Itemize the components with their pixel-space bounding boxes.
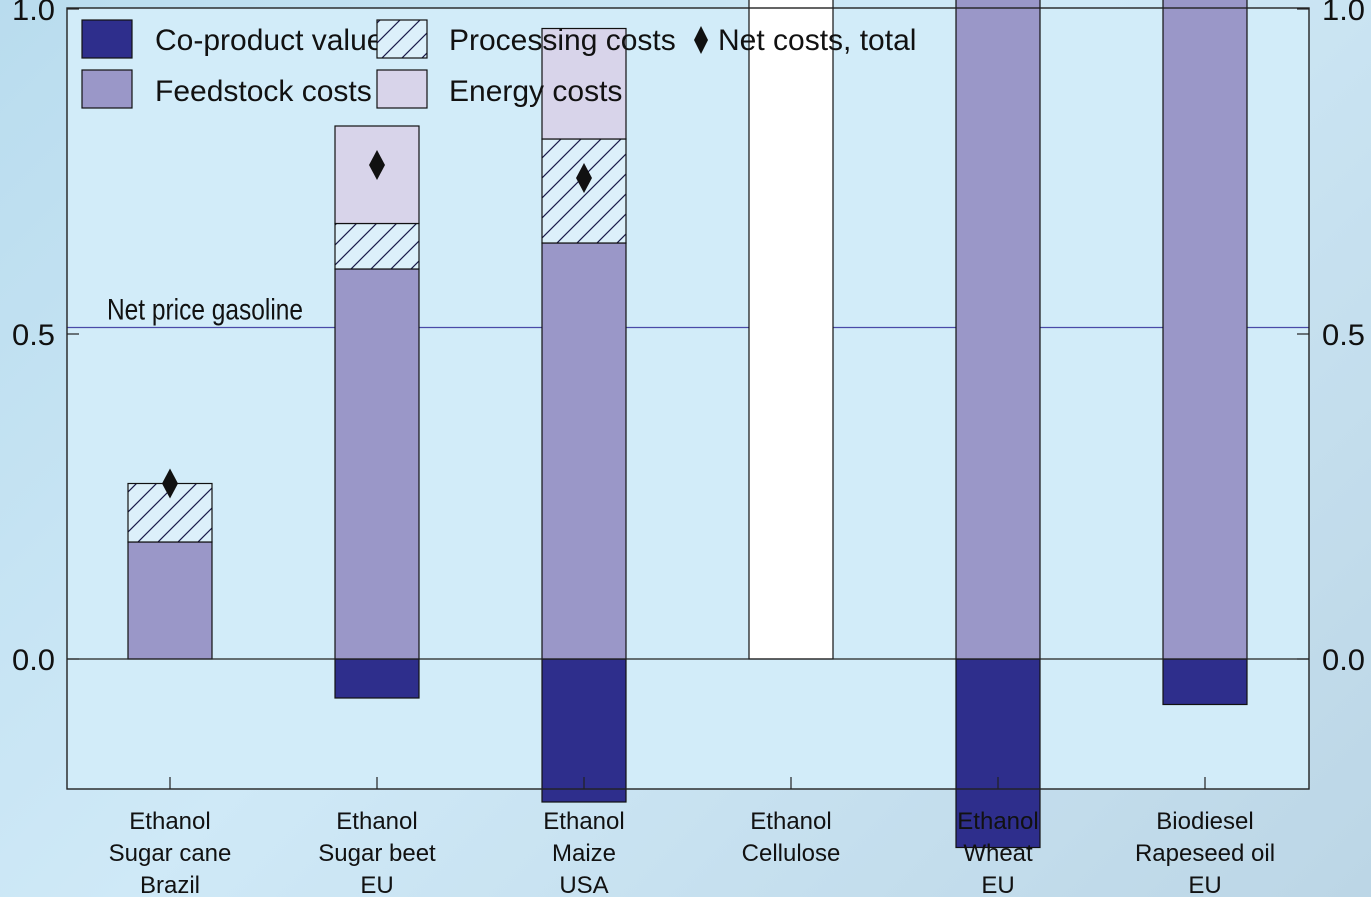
plot-frame	[66, 7, 1310, 790]
x-tick-label: Cellulose	[742, 840, 841, 867]
x-tick-label: EU	[1188, 872, 1221, 897]
y-tick-label-right: 0.5	[1322, 319, 1365, 352]
legend-label: Feedstock costs	[155, 75, 372, 108]
x-tick-label: Rapeseed oil	[1135, 840, 1275, 867]
bar-feedstock	[955, 0, 1041, 660]
plot-area	[67, 8, 1309, 789]
bar-feedstock	[334, 268, 420, 660]
legend-label: Net costs, total	[718, 24, 916, 57]
bar-energy	[541, 27, 627, 140]
bar-feedstock	[541, 242, 627, 660]
y-tick-label-left: 0.0	[12, 644, 55, 677]
x-tick-label: EU	[360, 872, 393, 897]
x-tick-label: Ethanol	[750, 808, 831, 835]
bar-co-product-value	[955, 658, 1041, 849]
bar-feedstock	[1162, 0, 1248, 660]
x-tick-label: Brazil	[140, 872, 200, 897]
x-tick-label: Maize	[552, 840, 616, 867]
x-tick-label: Wheat	[963, 840, 1033, 867]
y-tick-label-right: 0.0	[1322, 644, 1365, 677]
x-tick-label: Sugar beet	[318, 840, 436, 867]
net-cost-marker	[162, 468, 178, 499]
legend-swatch-co-product	[81, 19, 133, 59]
legend-marker-net-costs	[694, 26, 708, 54]
y-tick-label-left: 1.0	[12, 0, 55, 27]
bar-feedstock	[127, 541, 213, 660]
x-tick-label: Ethanol	[543, 808, 624, 835]
x-tick-label: Biodiesel	[1156, 808, 1253, 835]
net-cost-marker	[369, 150, 385, 180]
bar-processing	[334, 222, 420, 270]
bar-co-product-value	[334, 658, 420, 699]
reference-line-label: Net price gasoline	[107, 294, 303, 327]
x-tick-label: USA	[559, 872, 608, 897]
legend-label: Processing costs	[449, 24, 676, 57]
x-tick-label: Ethanol	[957, 808, 1038, 835]
y-tick-label-left: 0.5	[12, 319, 55, 352]
legend-swatch-processing	[376, 19, 428, 59]
bar-cellulose-total	[748, 0, 834, 660]
x-tick-label: EU	[981, 872, 1014, 897]
y-tick-label-right: 1.0	[1322, 0, 1365, 27]
legend-swatch-energy	[376, 69, 428, 109]
legend-label: Energy costs	[449, 75, 622, 108]
legend-label: Co-product value	[155, 24, 383, 57]
x-tick-label: Ethanol	[336, 808, 417, 835]
bar-co-product-value	[1162, 658, 1248, 706]
legend-swatch-feedstock	[81, 69, 133, 109]
x-tick-label: Ethanol	[129, 808, 210, 835]
x-tick-label: Sugar cane	[109, 840, 232, 867]
net-cost-marker	[576, 163, 592, 193]
